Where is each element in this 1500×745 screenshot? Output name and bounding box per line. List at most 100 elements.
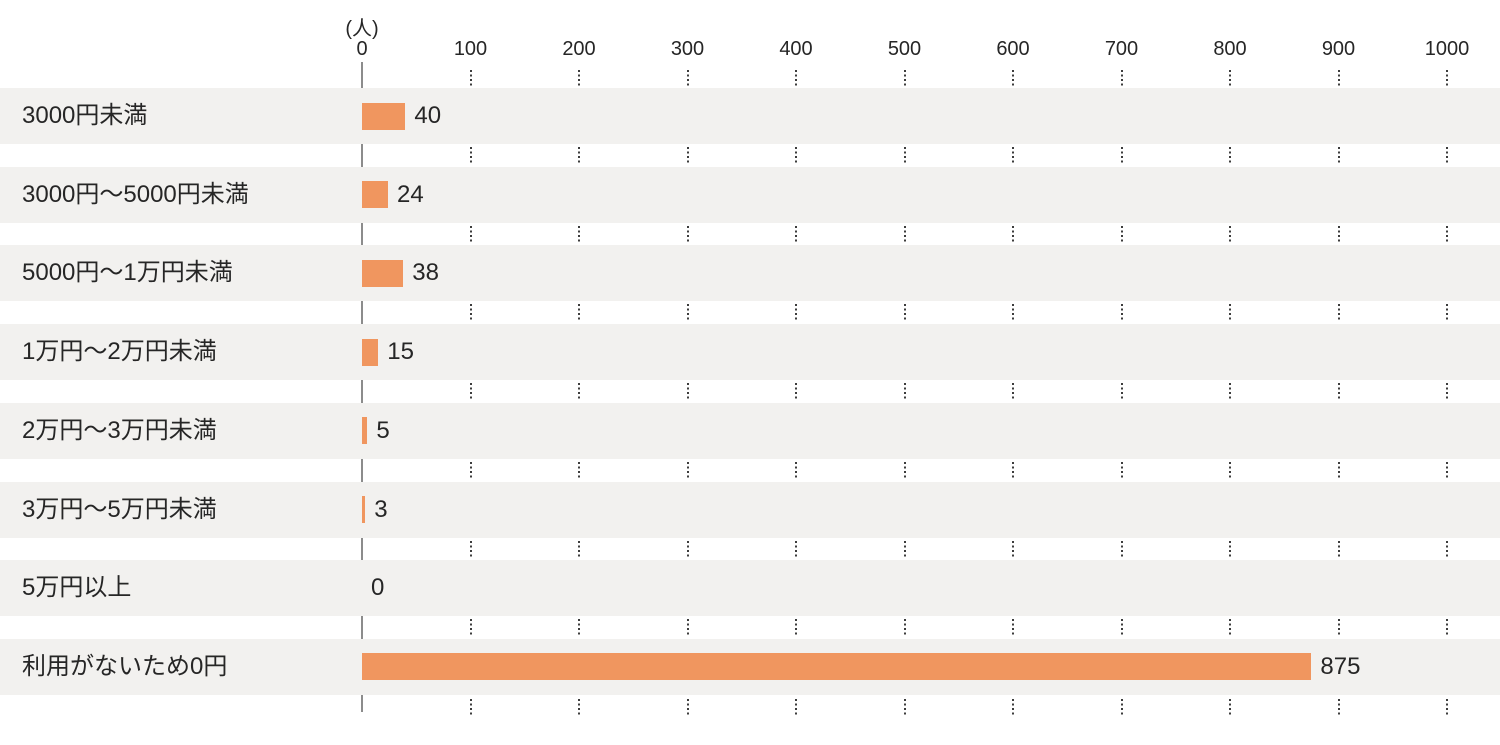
category-label: 3000円〜5000円未満 (22, 180, 249, 208)
row-band (0, 166, 1500, 223)
gridline-dotted-segment (578, 147, 580, 163)
value-label: 875 (1320, 652, 1361, 680)
gridline-dotted-segment (1120, 698, 1123, 715)
category-label: 1万円〜2万円未満 (22, 338, 217, 366)
gridline-dotted-segment (1012, 619, 1014, 636)
gridline-dotted-segment (795, 540, 797, 557)
gridline-dotted-segment (1120, 225, 1123, 242)
gridline-dotted-segment (1012, 304, 1014, 321)
gridline-dotted-segment (578, 540, 580, 557)
row-band (0, 402, 1500, 459)
category-label: 利用がないため0円 (22, 652, 228, 680)
gridline-dotted-segment (1337, 70, 1340, 86)
gridline-dotted-segment (578, 225, 580, 242)
gridline-dotted-segment (1446, 540, 1448, 557)
gridline-dotted-segment (1012, 147, 1014, 163)
x-axis-tick-label: 500 (887, 38, 922, 60)
gridline-dotted-segment (578, 70, 580, 86)
gridline-dotted-segment (795, 70, 797, 86)
gridline-dotted-segment (1012, 225, 1014, 242)
category-label: 3000円未満 (22, 102, 148, 129)
bar (362, 259, 404, 287)
category-label: 3万円〜5万円未満 (22, 495, 217, 523)
row-band (0, 481, 1500, 538)
bar (362, 653, 1312, 681)
bar (362, 102, 406, 130)
gridline-dotted-segment (1229, 461, 1231, 478)
gridline-dotted-segment (1446, 619, 1448, 636)
gridline-dotted-segment (1120, 147, 1123, 163)
value-label: 40 (414, 102, 442, 129)
axis-unit-label: (人) (345, 18, 379, 40)
gridline-dotted-segment (578, 698, 580, 715)
gridline-dotted-segment (903, 540, 906, 557)
bar (362, 417, 368, 445)
value-label: 3 (374, 495, 388, 523)
gridline-dotted-segment (795, 698, 797, 715)
gridline-dotted-segment (1229, 540, 1231, 557)
gridline-dotted-segment (903, 619, 906, 636)
gridline-dotted-segment (1012, 461, 1014, 478)
gridline-dotted-segment (1120, 383, 1123, 400)
gridline-dotted-segment (1337, 698, 1340, 715)
value-label: 15 (387, 338, 414, 366)
bar (362, 181, 389, 209)
gridline-dotted-segment (686, 698, 689, 715)
gridline-dotted-segment (1229, 304, 1231, 321)
value-label: 0 (371, 574, 385, 602)
gridline-dotted-segment (469, 540, 472, 557)
gridline-dotted-segment (1446, 70, 1448, 86)
y-axis-line (361, 62, 363, 712)
gridline-dotted-segment (1229, 383, 1231, 400)
gridline-dotted-segment (469, 461, 472, 478)
gridline-dotted-segment (1012, 383, 1014, 400)
row-band (0, 560, 1500, 617)
category-label: 5万円以上 (22, 574, 132, 602)
gridline-dotted-segment (1229, 225, 1231, 242)
category-label: 5000円〜1万円未満 (22, 259, 233, 287)
gridline-dotted-segment (1120, 619, 1123, 636)
gridline-dotted-segment (795, 619, 797, 636)
gridline-dotted-segment (578, 304, 580, 321)
row-band (0, 88, 1500, 144)
gridline-dotted-segment (1120, 304, 1123, 321)
x-axis-tick-label: 0 (356, 38, 368, 60)
gridline-dotted-segment (1337, 461, 1340, 478)
gridline-dotted-segment (1446, 383, 1448, 400)
value-label: 38 (412, 259, 439, 287)
gridline-dotted-segment (795, 225, 797, 242)
gridline-dotted-segment (1229, 147, 1231, 163)
gridline-dotted-segment (1012, 540, 1014, 557)
gridline-dotted-segment (578, 461, 580, 478)
x-axis-tick-label: 400 (779, 38, 813, 60)
gridline-dotted-segment (1337, 619, 1340, 636)
gridline-dotted-segment (469, 70, 472, 86)
gridline-dotted-segment (795, 461, 797, 478)
gridline-dotted-segment (469, 147, 472, 163)
gridline-dotted-segment (578, 383, 580, 400)
gridline-dotted-segment (1446, 698, 1448, 715)
gridline-dotted-segment (1337, 225, 1340, 242)
x-axis-tick-label: 1000 (1424, 38, 1470, 60)
gridline-dotted-segment (903, 383, 906, 400)
gridline-dotted-segment (686, 461, 689, 478)
gridline-dotted-segment (795, 383, 797, 400)
gridline-dotted-segment (1012, 698, 1014, 715)
x-axis-tick-label: 700 (1104, 38, 1139, 60)
gridline-dotted-segment (1229, 70, 1231, 86)
gridline-dotted-segment (903, 461, 906, 478)
gridline-dotted-segment (686, 383, 689, 400)
x-axis-tick-label: 900 (1321, 38, 1356, 60)
gridline-dotted-segment (1229, 698, 1231, 715)
gridline-dotted-segment (1337, 304, 1340, 321)
x-axis-tick-label: 300 (670, 38, 705, 60)
gridline-dotted-segment (1229, 619, 1231, 636)
gridline-dotted-segment (469, 304, 472, 321)
bar (362, 496, 366, 523)
gridline-dotted-segment (686, 147, 689, 163)
gridline-dotted-segment (469, 698, 472, 715)
gridline-dotted-segment (1012, 70, 1014, 86)
gridline-dotted-segment (903, 225, 906, 242)
row-band (0, 245, 1500, 302)
